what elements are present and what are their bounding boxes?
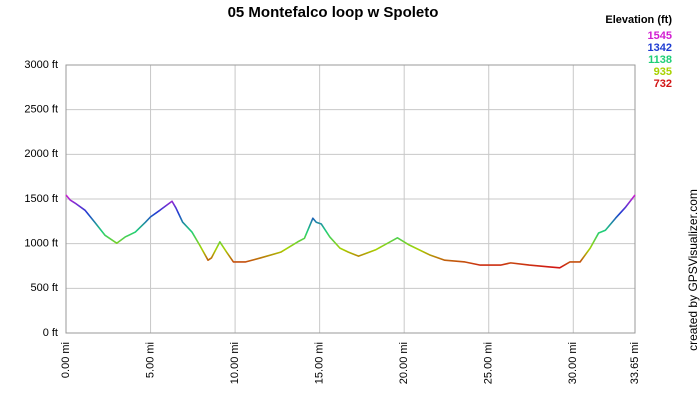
x-tick-label: 0.00 mi — [60, 342, 72, 378]
legend-value: 732 — [654, 78, 672, 90]
x-tick-label: 20.00 mi — [398, 342, 410, 384]
legend-value: 1342 — [648, 42, 672, 54]
y-tick-label: 0 ft — [43, 327, 58, 339]
elevation-line — [65, 194, 636, 269]
legend-value: 1138 — [648, 54, 672, 66]
x-tick-label: 33.65 mi — [629, 342, 641, 384]
x-tick-label: 10.00 mi — [229, 342, 241, 384]
credit: created by GPSVisualizer.com — [686, 189, 700, 351]
y-tick-label: 2500 ft — [24, 104, 58, 116]
y-tick-label: 500 ft — [30, 282, 58, 294]
legend-title: Elevation (ft) — [605, 14, 672, 26]
y-tick-label: 2000 ft — [24, 148, 58, 160]
x-tick-label: 5.00 mi — [144, 342, 156, 378]
plot-border — [65, 64, 636, 334]
legend-value: 1545 — [648, 30, 672, 42]
y-tick-label: 1500 ft — [24, 193, 58, 205]
y-tick-label: 3000 ft — [24, 59, 58, 71]
x-tick-label: 15.00 mi — [314, 342, 326, 384]
x-tick-label: 25.00 mi — [483, 342, 495, 384]
legend-value: 935 — [654, 66, 672, 78]
y-tick-label: 1000 ft — [24, 238, 58, 250]
chart-title: 05 Montefalco loop w Spoleto — [228, 4, 439, 21]
x-tick-label: 30.00 mi — [567, 342, 579, 384]
